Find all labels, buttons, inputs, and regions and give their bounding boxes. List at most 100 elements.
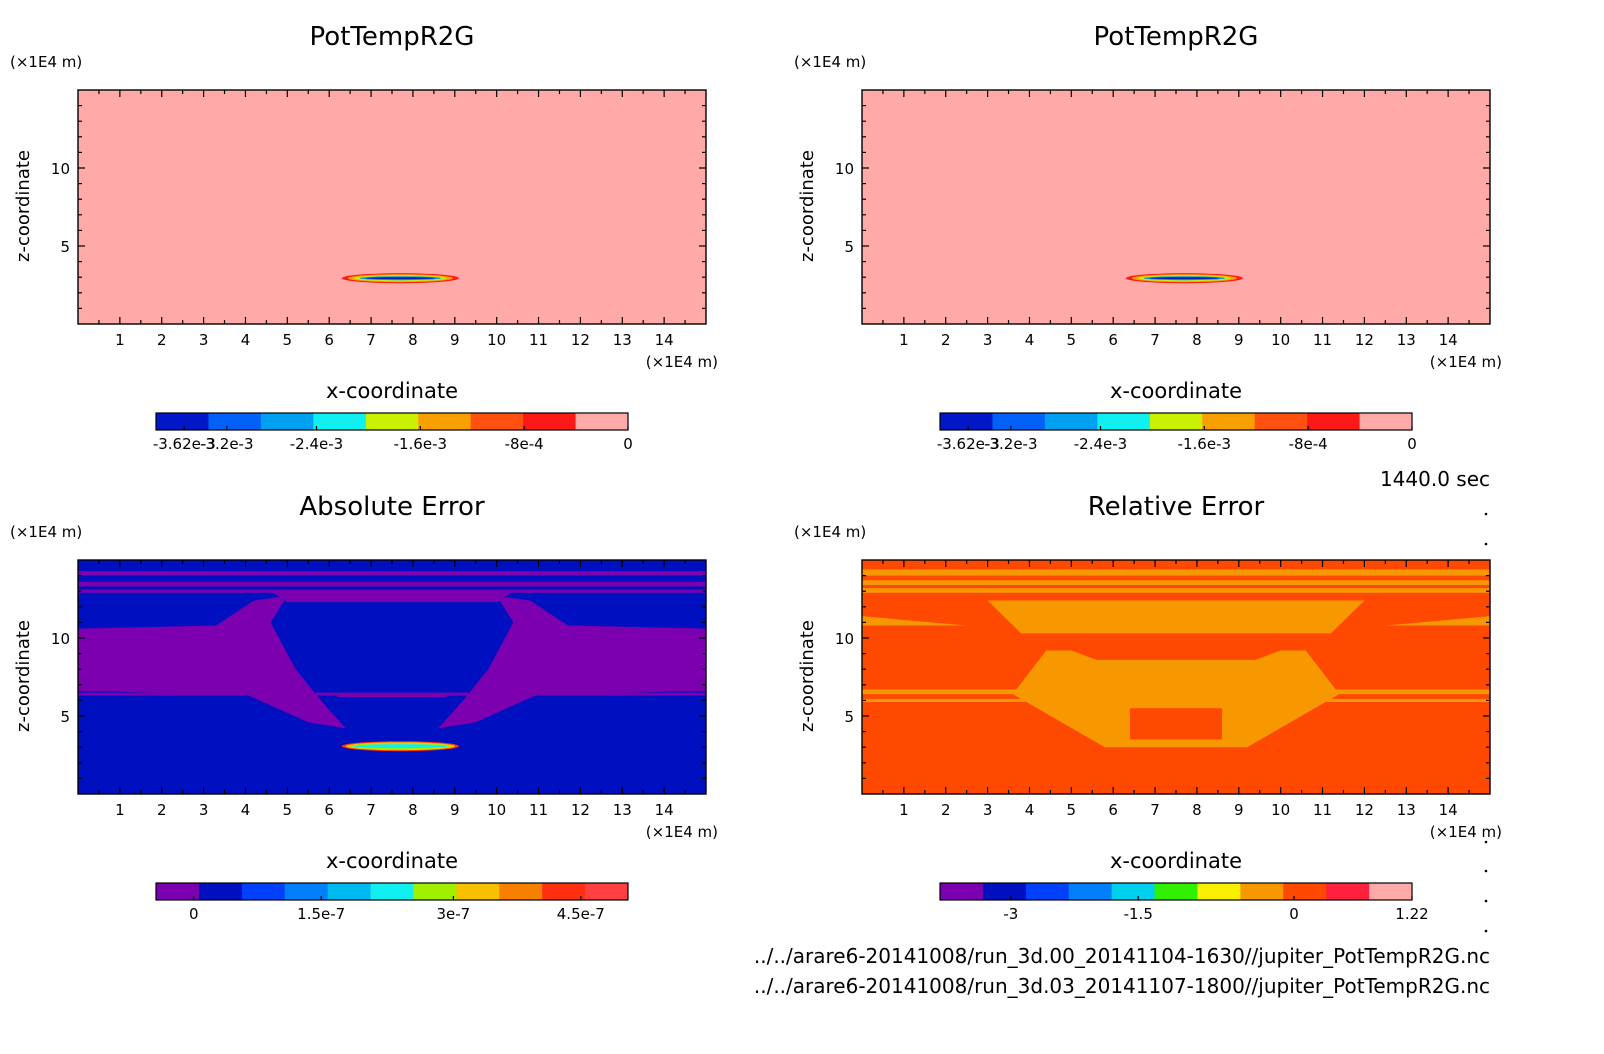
colorbar-swatch bbox=[1240, 883, 1284, 900]
x-tick-label: 8 bbox=[408, 801, 418, 819]
x-tick-label: 12 bbox=[571, 801, 590, 819]
x-tick-label: 5 bbox=[283, 331, 293, 349]
error-wedge bbox=[1385, 616, 1490, 626]
error-band bbox=[78, 692, 706, 696]
x-tick-label: 1 bbox=[115, 331, 125, 349]
x-tick-label: 5 bbox=[1067, 801, 1077, 819]
y-unit-label: (×1E4 m) bbox=[10, 53, 82, 71]
colorbar-swatch bbox=[982, 883, 1027, 900]
colorbar-frame bbox=[939, 412, 1413, 431]
x-tick-label: 7 bbox=[366, 331, 376, 349]
tick-marks bbox=[862, 560, 1490, 794]
x-tick-label: 13 bbox=[1397, 331, 1416, 349]
colorbar-label: -3.2e-3 bbox=[984, 435, 1037, 453]
x-tick-label: 9 bbox=[1234, 331, 1244, 349]
x-tick-label: 4 bbox=[241, 801, 251, 819]
plot-area bbox=[862, 90, 1490, 324]
file-path-1: ../../arare6-20141008/run_3d.00_20141104… bbox=[754, 944, 1490, 968]
colorbar-label: 4.5e-7 bbox=[557, 905, 605, 923]
y-tick-label: 5 bbox=[60, 238, 70, 256]
x-tick-label: 7 bbox=[1150, 331, 1160, 349]
x-unit-label: (×1E4 m) bbox=[646, 823, 718, 841]
colorbar-swatch bbox=[499, 883, 543, 900]
colorbar-swatch bbox=[1154, 883, 1198, 900]
colorbar-label: -8e-4 bbox=[505, 435, 544, 453]
colorbar-swatch bbox=[1254, 413, 1308, 430]
x-tick-label: 4 bbox=[1025, 801, 1035, 819]
colorbar-label: 1.22 bbox=[1395, 905, 1428, 923]
x-tick-label: 11 bbox=[1313, 801, 1332, 819]
x-axis-label: x-coordinate bbox=[1110, 379, 1242, 403]
colorbar-swatch bbox=[1359, 413, 1413, 430]
colorbar-label: -1.6e-3 bbox=[394, 435, 447, 453]
error-arc-top bbox=[270, 591, 514, 603]
x-tick-label: 2 bbox=[941, 331, 951, 349]
panel-pottemp-right: PotTempR2G(×1E4 m)1 2 3 4 5 6 7 8 9 10 11 12 13 14510… bbox=[794, 22, 1502, 453]
colorbar-swatch bbox=[523, 413, 577, 430]
error-core-gap bbox=[1129, 708, 1223, 740]
x-tick-label: 13 bbox=[613, 331, 632, 349]
error-band bbox=[1121, 703, 1231, 707]
colorbar-label: -3.62e-3 bbox=[937, 435, 1000, 453]
error-band bbox=[78, 581, 706, 587]
colorbar-label: -3.62e-3 bbox=[153, 435, 216, 453]
colorbar-frame bbox=[155, 882, 629, 901]
panel-absolute-error: Absolute Error(×1E4 m)1 2 3 4 5 6 7 8 9 10 11 12 13 1… bbox=[10, 492, 718, 923]
error-band bbox=[862, 588, 1490, 593]
x-tick-label: 14 bbox=[1439, 331, 1458, 349]
x-tick-label: 2 bbox=[157, 331, 167, 349]
colorbar-swatch bbox=[418, 413, 472, 430]
x-tick-label: 13 bbox=[613, 801, 632, 819]
panel-pottemp-left: PotTempR2G(×1E4 m)1 2 3 4 5 6 7 8 9 10 11 12 13 14510… bbox=[10, 22, 718, 453]
colorbar-swatch bbox=[1068, 883, 1113, 900]
colorbar-swatch bbox=[940, 883, 984, 900]
y-axis-label: z-coordinate bbox=[13, 620, 34, 732]
y-tick-label: 10 bbox=[51, 630, 70, 648]
colorbar-swatch bbox=[575, 413, 629, 430]
x-tick-label: 1 bbox=[115, 801, 125, 819]
x-tick-label: 6 bbox=[1108, 331, 1118, 349]
x-tick-label: 12 bbox=[1355, 801, 1374, 819]
x-tick-label: 14 bbox=[655, 331, 674, 349]
x-tick-label: 1 bbox=[899, 801, 909, 819]
plot-title: Absolute Error bbox=[299, 492, 485, 522]
colorbar-label: -3 bbox=[1003, 905, 1018, 923]
colorbar-swatch bbox=[365, 413, 419, 430]
colorbar-swatch bbox=[370, 883, 414, 900]
colorbar-label: 0 bbox=[189, 905, 199, 923]
x-tick-label: 3 bbox=[983, 801, 993, 819]
error-wedge bbox=[862, 616, 967, 626]
y-axis-label: z-coordinate bbox=[13, 150, 34, 262]
error-band bbox=[78, 570, 706, 576]
colorbar-label: -1.5 bbox=[1124, 905, 1153, 923]
colorbar-swatch bbox=[241, 883, 286, 900]
colorbar-swatch bbox=[208, 413, 262, 430]
x-unit-label: (×1E4 m) bbox=[1430, 353, 1502, 371]
x-tick-label: 7 bbox=[366, 801, 376, 819]
x-tick-label: 10 bbox=[487, 331, 506, 349]
error-arc-top bbox=[987, 600, 1365, 634]
colorbar-swatch bbox=[156, 883, 200, 900]
x-tick-label: 5 bbox=[1067, 331, 1077, 349]
colorbar-swatch bbox=[327, 883, 372, 900]
colorbar-label: -8e-4 bbox=[1289, 435, 1328, 453]
colorbar-swatch bbox=[1283, 883, 1327, 900]
colorbar-label: -2.4e-3 bbox=[290, 435, 343, 453]
panel-relative-error: Relative Error(×1E4 m)1 2 3 4 5 6 7 8 9 10 11 12 13 1… bbox=[794, 492, 1502, 923]
colorbar-swatch bbox=[1149, 413, 1203, 430]
y-axis-label: z-coordinate bbox=[797, 150, 818, 262]
file-path-2: ../../arare6-20141008/run_3d.03_20141107… bbox=[754, 974, 1490, 998]
x-tick-label: 2 bbox=[941, 801, 951, 819]
x-tick-label: 8 bbox=[1192, 801, 1202, 819]
anomaly-contour bbox=[353, 744, 447, 749]
colorbar-swatch bbox=[1111, 883, 1156, 900]
error-band bbox=[862, 569, 1490, 576]
y-unit-label: (×1E4 m) bbox=[10, 523, 82, 541]
colorbar-label: -2.4e-3 bbox=[1074, 435, 1127, 453]
colorbar-swatch bbox=[585, 883, 629, 900]
y-tick-label: 5 bbox=[844, 708, 854, 726]
tick-marks bbox=[78, 90, 706, 324]
y-tick-label: 10 bbox=[835, 630, 854, 648]
colorbar-label: 3e-7 bbox=[436, 905, 470, 923]
colorbar-swatch bbox=[1025, 883, 1070, 900]
